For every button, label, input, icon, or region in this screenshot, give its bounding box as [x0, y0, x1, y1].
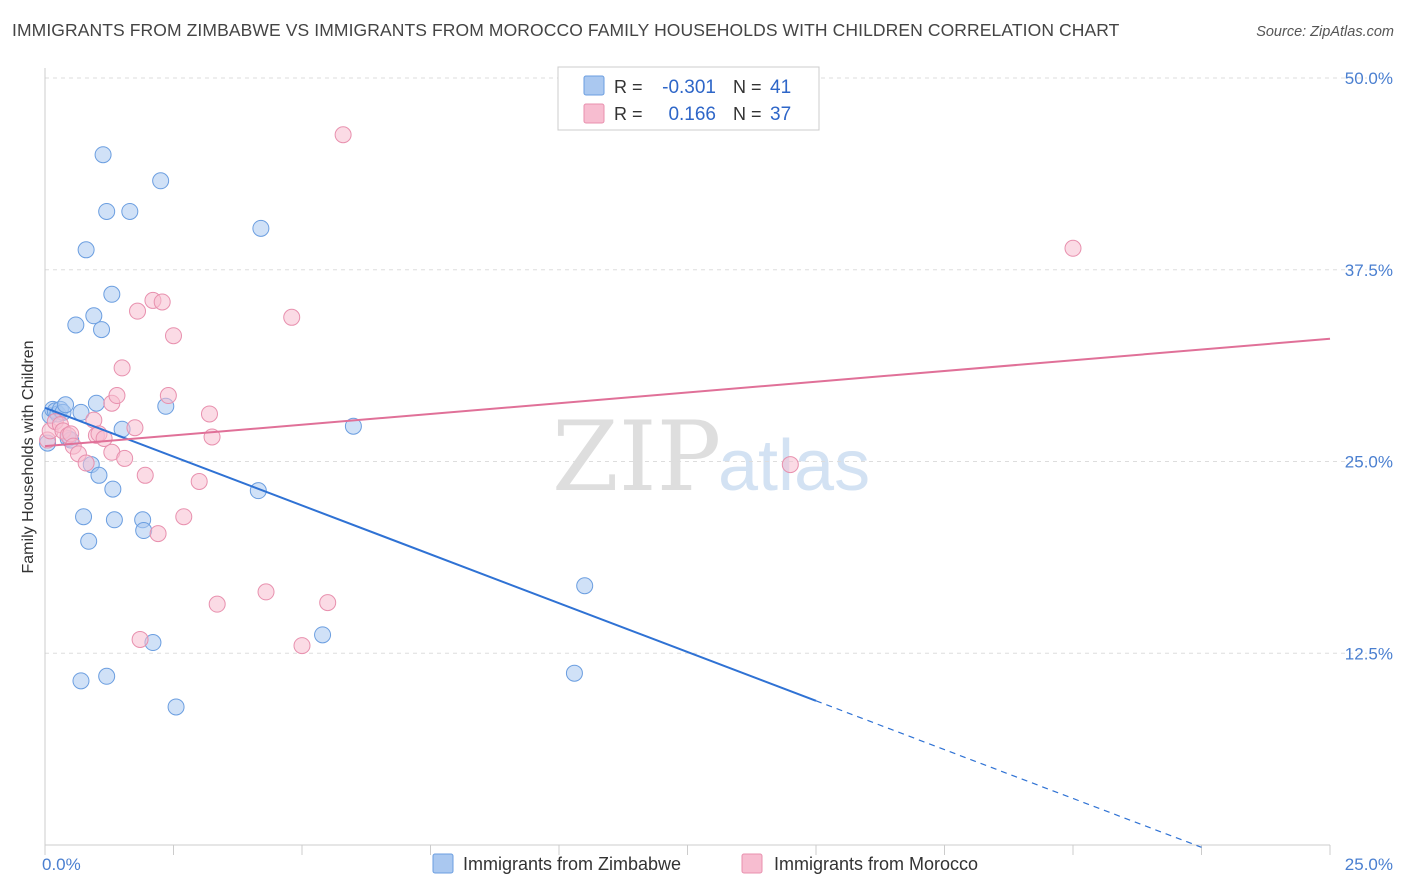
morocco-trend-line — [44, 337, 1331, 448]
zimbabwe-point — [565, 664, 583, 682]
morocco-point — [293, 637, 311, 655]
morocco-point — [108, 387, 126, 405]
zimbabwe-point — [314, 626, 332, 644]
zimbabwe-point — [72, 403, 90, 421]
legend-n-value: 41 — [770, 77, 791, 98]
x-tick-labels: 0.0% 25.0% — [42, 855, 1393, 874]
bottom-legend-swatch-zimbabwe — [432, 853, 454, 874]
zimbabwe-point — [252, 219, 270, 237]
morocco-point — [781, 456, 799, 474]
zimbabwe-point — [72, 672, 90, 690]
morocco-point — [283, 308, 301, 326]
axes — [44, 68, 1331, 855]
y-axis-label: Family Households with Children — [20, 341, 37, 574]
bottom-legend: Immigrants from Zimbabwe Immigrants from… — [432, 853, 978, 874]
zimbabwe-point — [93, 321, 111, 339]
legend-swatch-zimbabwe — [583, 75, 605, 96]
zimbabwe-point — [98, 667, 116, 685]
zimbabwe-point — [94, 146, 112, 164]
morocco-point — [319, 594, 337, 612]
morocco-point — [208, 595, 226, 613]
legend-r-label: R = — [614, 104, 643, 124]
x-tick-label: 0.0% — [42, 855, 81, 874]
zimbabwe-point — [104, 480, 122, 498]
morocco-point — [131, 630, 149, 648]
bottom-legend-swatch-morocco — [741, 853, 763, 874]
zimbabwe-point — [135, 522, 153, 540]
zimbabwe-trend-line — [44, 406, 817, 702]
chart-title: IMMIGRANTS FROM ZIMBABWE VS IMMIGRANTS F… — [12, 20, 1120, 40]
legend: R = -0.301 N = 41 R = 0.166 N = 37 — [557, 66, 820, 131]
zimbabwe-point — [80, 532, 98, 550]
y-tick-label: 37.5% — [1345, 261, 1393, 280]
zimbabwe-point — [121, 202, 139, 220]
watermark-zip: ZIP — [552, 401, 721, 513]
trend-lines — [44, 337, 1331, 848]
bottom-legend-label-morocco: Immigrants from Morocco — [774, 854, 978, 874]
morocco-point — [165, 327, 182, 345]
zimbabwe-point — [98, 202, 116, 220]
zimbabwe-point — [75, 508, 93, 526]
zimbabwe-point — [576, 577, 594, 595]
zimbabwe-point — [57, 396, 75, 414]
legend-r-value: 0.166 — [668, 104, 716, 125]
morocco-point — [190, 472, 208, 490]
morocco-points — [39, 126, 1082, 655]
morocco-point — [257, 583, 275, 601]
zimbabwe-point — [87, 394, 105, 412]
zimbabwe-point — [85, 307, 103, 325]
legend-n-value: 37 — [770, 104, 791, 125]
morocco-point — [116, 449, 134, 467]
grid-lines — [45, 77, 1367, 654]
morocco-point — [77, 454, 95, 472]
legend-swatch-morocco — [583, 103, 605, 124]
morocco-point — [149, 525, 167, 543]
zimbabwe-trend-extension — [815, 700, 1202, 848]
bottom-legend-label-zimbabwe: Immigrants from Zimbabwe — [463, 854, 681, 874]
morocco-point — [113, 359, 131, 377]
morocco-point — [200, 405, 218, 423]
y-tick-label: 12.5% — [1345, 644, 1393, 663]
legend-r-label: R = — [614, 77, 643, 97]
zimbabwe-point — [167, 698, 185, 716]
morocco-point — [136, 466, 154, 484]
zimbabwe-points — [39, 146, 594, 716]
zimbabwe-point — [344, 417, 362, 435]
zimbabwe-point — [152, 172, 170, 190]
zimbabwe-point — [103, 285, 121, 303]
morocco-point — [175, 508, 193, 526]
morocco-point — [126, 419, 144, 437]
morocco-point — [153, 293, 171, 311]
y-tick-label: 25.0% — [1345, 453, 1393, 472]
morocco-point — [129, 302, 147, 320]
zimbabwe-point — [67, 316, 85, 334]
legend-n-label: N = — [733, 77, 762, 97]
morocco-point — [159, 387, 177, 405]
watermark: ZIP atlas — [552, 401, 870, 513]
legend-r-value: -0.301 — [662, 77, 716, 98]
legend-n-label: N = — [733, 104, 762, 124]
source-label: Source: ZipAtlas.com — [1256, 24, 1394, 40]
zimbabwe-point — [105, 511, 123, 529]
x-tick-label: 25.0% — [1345, 855, 1393, 874]
morocco-point — [1064, 239, 1082, 257]
zimbabwe-point — [90, 466, 108, 484]
zimbabwe-point — [77, 241, 95, 259]
y-tick-labels: 12.5% 25.0% 37.5% 50.0% — [1345, 69, 1393, 663]
y-tick-label: 50.0% — [1345, 69, 1393, 88]
morocco-point — [334, 126, 352, 144]
